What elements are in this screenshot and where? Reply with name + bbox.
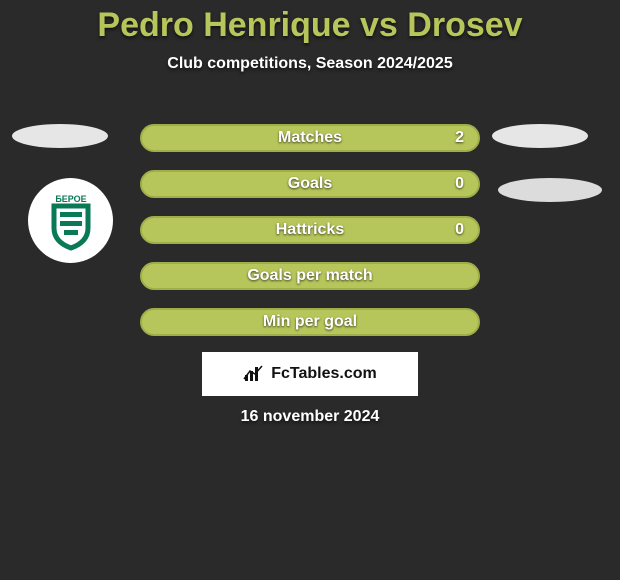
bar-matches: Matches 2 (140, 124, 480, 152)
right-player-avatar-2 (498, 178, 602, 202)
bar-label: Min per goal (263, 313, 357, 331)
shield-bar3-icon (64, 230, 78, 235)
shield-bar1-icon (60, 212, 82, 217)
shield-icon: БЕРОЕ (40, 190, 102, 252)
bar-goals-per-match: Goals per match (140, 262, 480, 290)
bar-goals: Goals 0 (140, 170, 480, 198)
bar-label: Matches (278, 129, 342, 147)
bar-value: 2 (455, 129, 464, 147)
bar-value: 0 (455, 221, 464, 239)
left-player-avatar (12, 124, 108, 148)
bar-label: Goals per match (247, 267, 372, 285)
bar-value: 0 (455, 175, 464, 193)
bar-hattricks: Hattricks 0 (140, 216, 480, 244)
badge-text: БЕРОЕ (55, 194, 86, 204)
left-club-badge: БЕРОЕ (28, 178, 113, 263)
right-player-avatar-1 (492, 124, 588, 148)
page-title: Pedro Henrique vs Drosev (0, 0, 620, 45)
watermark-box: FcTables.com (202, 352, 418, 396)
date-text: 16 november 2024 (0, 408, 620, 426)
shield-bar2-icon (60, 221, 82, 226)
bar-chart-icon (243, 365, 265, 383)
bar-min-per-goal: Min per goal (140, 308, 480, 336)
bar-label: Goals (288, 175, 332, 193)
bar-label: Hattricks (276, 221, 344, 239)
comparison-bars: Matches 2 Goals 0 Hattricks 0 Goals per … (140, 124, 480, 354)
subtitle: Club competitions, Season 2024/2025 (0, 55, 620, 73)
watermark-text: FcTables.com (271, 365, 377, 383)
